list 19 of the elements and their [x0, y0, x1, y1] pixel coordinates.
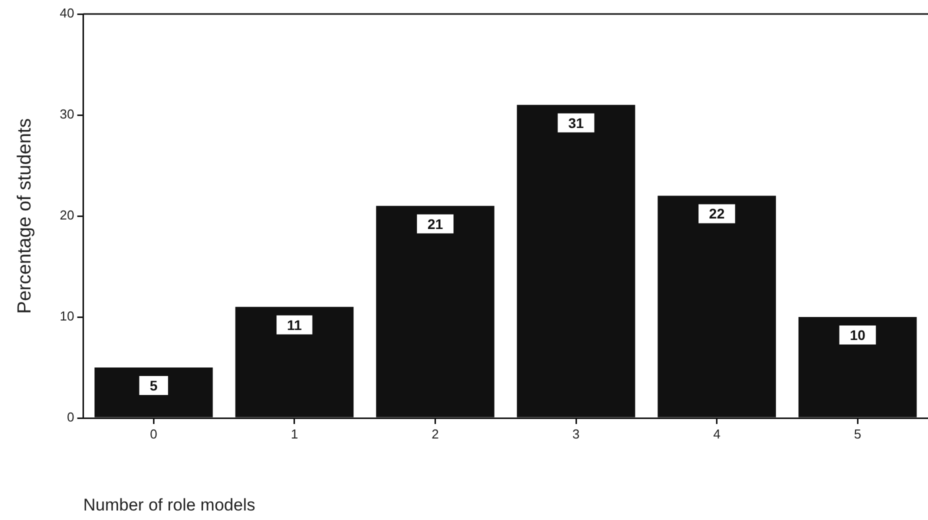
y-axis-title: Percentage of students: [14, 118, 36, 314]
data-label: 5: [150, 377, 158, 394]
x-tick-label: 4: [713, 426, 720, 442]
x-tick-label: 5: [854, 426, 862, 442]
data-label: 31: [568, 114, 584, 131]
data-label: 21: [427, 216, 444, 232]
y-tick-label: 10: [60, 308, 74, 324]
y-tick-label: 20: [60, 208, 74, 223]
y-tick-label: 0: [67, 410, 74, 425]
data-label: 11: [287, 316, 302, 333]
x-tick-label: 1: [290, 426, 298, 442]
x-tick-label: 0: [150, 426, 158, 442]
x-tick-label: 3: [572, 426, 580, 442]
data-label: 10: [850, 326, 866, 343]
x-axis-title: Number of role models: [83, 495, 256, 514]
x-tick-label: 2: [432, 426, 439, 442]
data-label: 22: [709, 206, 725, 222]
y-tick-label: 30: [60, 106, 74, 122]
y-tick-label: 40: [60, 6, 74, 21]
